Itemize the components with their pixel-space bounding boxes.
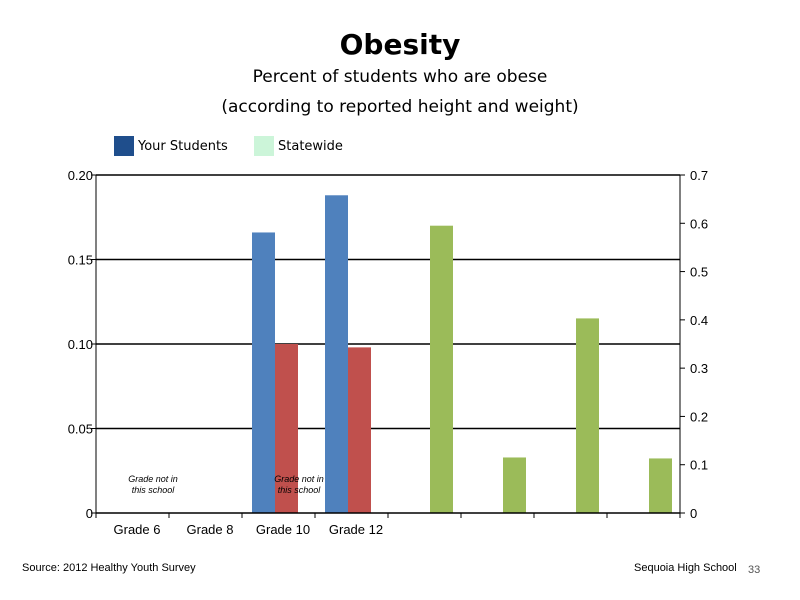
legend-label-your-students: Your Students [138, 138, 228, 154]
annotation-text: Grade not in [128, 474, 178, 484]
category-label: Grade 8 [187, 522, 234, 537]
left-tick-label: 0.15 [68, 253, 93, 268]
right-tick-label: 0.7 [690, 168, 708, 183]
left-tick-label: 0.05 [68, 422, 93, 437]
right-tick-label: 0.5 [690, 265, 708, 280]
legend-swatch-statewide [254, 136, 274, 156]
right-tick-label: 0.3 [690, 361, 708, 376]
category-label: Grade 12 [329, 522, 383, 537]
bar [348, 347, 371, 513]
footer-school: Sequoia High School [634, 562, 737, 574]
right-tick-label: 0 [690, 506, 697, 521]
annotation-text: Grade not in [274, 474, 324, 484]
bar [325, 195, 348, 513]
chart-subtitle-line1: Percent of students who are obese [252, 67, 548, 87]
legend-item-your-students: Your Students [114, 136, 228, 156]
left-tick-label: 0.10 [68, 337, 93, 352]
page-number: 33 [748, 564, 761, 576]
right-tick-label: 0.1 [690, 458, 708, 473]
legend-item-statewide: Statewide [254, 136, 343, 156]
category-label: Grade 10 [256, 522, 310, 537]
legend-label-statewide: Statewide [278, 138, 343, 154]
bar [503, 457, 526, 513]
right-tick-label: 0.6 [690, 216, 708, 231]
annotation-text: this school [132, 485, 176, 495]
bar [576, 318, 599, 513]
chart-subtitle-line2: (according to reported height and weight… [221, 97, 579, 117]
bar [252, 232, 275, 513]
annotation-text: this school [278, 485, 322, 495]
left-tick-label: 0 [86, 506, 93, 521]
legend-swatch-your-students [114, 136, 134, 156]
right-tick-label: 0.4 [690, 313, 708, 328]
footer-source: Source: 2012 Healthy Youth Survey [22, 562, 196, 574]
bar [649, 458, 672, 513]
chart-title: Obesity [339, 28, 461, 61]
category-label: Grade 6 [114, 522, 161, 537]
left-tick-label: 0.20 [68, 168, 93, 183]
right-tick-label: 0.2 [690, 409, 708, 424]
bar [275, 344, 298, 513]
bar [430, 225, 453, 513]
